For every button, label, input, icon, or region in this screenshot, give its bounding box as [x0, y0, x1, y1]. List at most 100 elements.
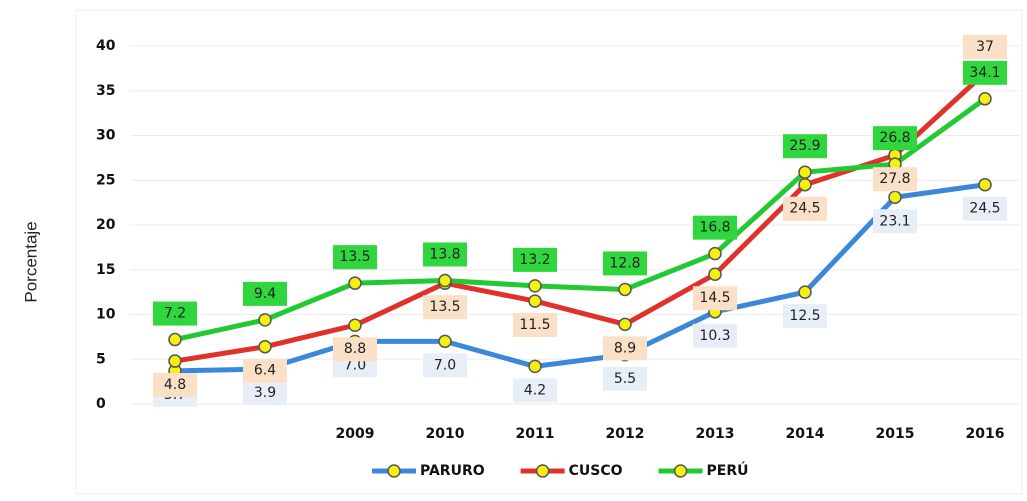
point: [708, 246, 722, 261]
label-box: [603, 251, 647, 276]
data-label: 24.5: [789, 201, 820, 217]
point: [438, 273, 452, 288]
y-tick-label: 20: [96, 217, 116, 233]
x-tick-label: 2014: [786, 426, 825, 442]
x-tick-label: 2009: [336, 426, 375, 442]
label-box: [783, 196, 827, 221]
y-tick-label: 25: [96, 172, 115, 188]
data-label: 23.1: [879, 213, 910, 229]
label-box: [963, 34, 1007, 59]
data-label: 13.8: [429, 246, 460, 262]
label-box: [243, 381, 287, 406]
data-label: 6.4: [254, 363, 276, 379]
legend-label: PARURO: [420, 463, 485, 479]
data-label: 5.5: [614, 371, 636, 387]
label-box: [603, 366, 647, 391]
data-label: 26.8: [879, 130, 910, 146]
data-label: 7.0: [434, 357, 456, 373]
data-label: 10.3: [699, 328, 730, 344]
legend-marker: [387, 464, 401, 478]
data-label: 24.5: [969, 201, 1000, 217]
label-box: [423, 295, 467, 320]
y-tick-label: 40: [96, 38, 116, 54]
point: [798, 285, 812, 299]
label-box: [603, 336, 647, 361]
point: [348, 276, 362, 290]
y-tick-label: 35: [96, 83, 115, 99]
y-tick-label: 30: [96, 128, 116, 144]
y-axis-title: Porcentaje: [21, 221, 40, 302]
label-box: [873, 167, 917, 192]
y-tick-label: 5: [96, 351, 106, 367]
label-box: [153, 301, 197, 326]
label-box: [963, 196, 1007, 221]
legend-label: PERÚ: [707, 461, 749, 479]
point: [978, 177, 992, 192]
data-label: 14.5: [699, 290, 730, 306]
data-label: 3.9: [254, 385, 276, 401]
y-tick-label: 15: [96, 262, 115, 278]
data-label: 13.5: [339, 249, 370, 265]
point: [528, 279, 542, 293]
data-label: 11.5: [519, 317, 550, 333]
label-box: [423, 242, 467, 267]
point: [528, 359, 542, 374]
label-box: [693, 286, 737, 311]
point: [798, 165, 812, 179]
data-label: 13.5: [429, 299, 460, 315]
label-box: [243, 358, 287, 383]
label-box: [693, 215, 737, 240]
legend-marker: [535, 464, 550, 478]
data-label: 16.8: [699, 220, 730, 236]
point: [258, 339, 272, 354]
label-box: [243, 281, 287, 306]
data-label: 7.0: [344, 357, 366, 373]
legend-marker: [673, 464, 688, 478]
x-tick-label: 2011: [516, 426, 555, 442]
y-tick-label: 0: [96, 396, 106, 412]
point: [438, 334, 452, 349]
data-label: 9.4: [254, 286, 276, 302]
x-tick-label: 2013: [696, 426, 735, 442]
point: [798, 177, 812, 192]
label-box: [783, 304, 827, 329]
data-label: 37: [976, 39, 994, 55]
data-label: 12.8: [609, 255, 640, 271]
data-label: 13.2: [519, 252, 550, 268]
series-line: [174, 96, 987, 343]
label-box: [963, 60, 1007, 85]
point: [258, 313, 272, 327]
data-label: 8.8: [344, 341, 366, 357]
label-box: [333, 245, 377, 270]
label-box: [783, 134, 827, 159]
data-label: 7.2: [164, 306, 186, 322]
label-box: [513, 313, 557, 338]
label-box: [513, 378, 557, 403]
point: [888, 190, 902, 205]
label-box: [153, 373, 197, 398]
legend-label: CUSCO: [569, 463, 623, 479]
data-label: 8.9: [614, 340, 636, 356]
label-box: [873, 126, 917, 151]
label-box: [873, 209, 917, 234]
data-label: 4.8: [164, 377, 186, 393]
data-label: 25.9: [789, 138, 820, 154]
point: [708, 267, 722, 281]
point: [348, 318, 362, 332]
label-box: [513, 247, 557, 272]
label-box: [423, 353, 467, 378]
point: [978, 92, 992, 106]
x-tick-label: 2016: [966, 426, 1005, 442]
point: [168, 354, 182, 368]
point: [168, 332, 182, 347]
data-label: 27.8: [879, 171, 910, 187]
x-tick-label: 2010: [426, 426, 465, 442]
series-line: [174, 182, 986, 374]
data-label: 4.2: [524, 382, 546, 398]
data-label: 12.5: [789, 308, 820, 324]
y-tick-label: 10: [96, 307, 116, 323]
point: [618, 317, 632, 332]
label-box: [693, 323, 737, 348]
x-tick-label: 2012: [606, 426, 645, 442]
